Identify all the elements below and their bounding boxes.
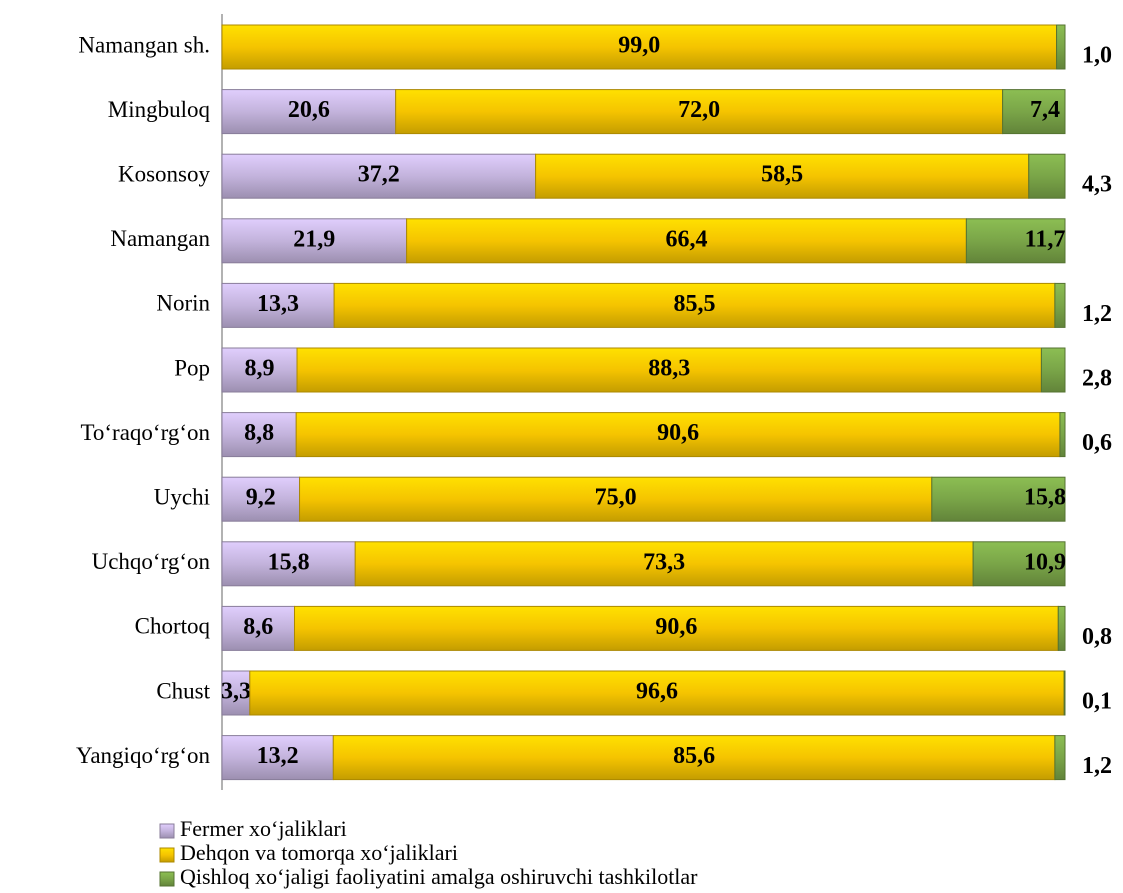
value-label: 3,3 bbox=[221, 679, 251, 705]
value-label: 13,3 bbox=[257, 291, 299, 317]
category-label: Chortoq bbox=[135, 614, 211, 639]
value-label: 58,5 bbox=[761, 162, 803, 188]
value-label: 90,6 bbox=[657, 420, 699, 446]
value-label: 0,8 bbox=[1082, 624, 1112, 650]
legend-swatch bbox=[159, 823, 175, 839]
category-label: Uychi bbox=[154, 484, 210, 509]
value-label: 15,8 bbox=[1024, 485, 1066, 511]
legend-label: Dehqon va tomorqa xo‘jaliklari bbox=[180, 840, 458, 865]
value-label: 1,2 bbox=[1082, 753, 1112, 779]
bar-segment bbox=[221, 282, 335, 328]
category-label: Uchqo‘rg‘on bbox=[92, 549, 211, 574]
value-label: 20,6 bbox=[288, 97, 330, 123]
bar-segment bbox=[1040, 347, 1066, 393]
category-label: Namangan bbox=[110, 226, 210, 251]
value-label: 0,1 bbox=[1082, 689, 1112, 715]
value-label: 75,0 bbox=[595, 485, 637, 511]
value-label: 1,2 bbox=[1082, 301, 1112, 327]
value-label: 7,4 bbox=[1030, 97, 1060, 123]
bar-segment bbox=[1056, 24, 1066, 70]
value-label: 90,6 bbox=[655, 614, 697, 640]
bar-segment bbox=[354, 541, 974, 587]
bar-segment bbox=[931, 476, 1066, 522]
bar-segment bbox=[1054, 735, 1066, 781]
value-label: 8,8 bbox=[244, 420, 274, 446]
bar-segment bbox=[965, 218, 1066, 264]
value-label: 85,5 bbox=[674, 291, 716, 317]
value-label: 0,6 bbox=[1082, 430, 1112, 456]
category-label: Norin bbox=[156, 291, 210, 316]
value-label: 13,2 bbox=[257, 743, 299, 769]
bar-segment bbox=[1057, 605, 1066, 651]
value-label: 4,3 bbox=[1082, 172, 1112, 198]
bar-segment bbox=[395, 89, 1004, 135]
bar-segment bbox=[1063, 670, 1066, 716]
value-label: 73,3 bbox=[643, 549, 685, 575]
category-label: Chust bbox=[156, 678, 210, 703]
value-label: 88,3 bbox=[648, 356, 690, 382]
bar-segment bbox=[293, 605, 1059, 651]
value-label: 10,9 bbox=[1024, 549, 1066, 575]
category-label: To‘raqo‘rg‘on bbox=[80, 420, 210, 445]
value-label: 2,8 bbox=[1082, 366, 1112, 392]
bar-segment bbox=[332, 735, 1056, 781]
category-label: Namangan sh. bbox=[78, 32, 210, 57]
bar-segment bbox=[333, 282, 1056, 328]
bar-segment bbox=[249, 670, 1065, 716]
bar-segment bbox=[221, 153, 537, 199]
bar-segment bbox=[221, 89, 397, 135]
legend-label: Qishloq xo‘jaligi faoliyatini amalga osh… bbox=[180, 864, 698, 889]
bar-segment bbox=[535, 153, 1030, 199]
value-label: 72,0 bbox=[678, 97, 720, 123]
bar-segment bbox=[1054, 282, 1066, 328]
value-label: 37,2 bbox=[358, 162, 400, 188]
value-label: 21,9 bbox=[293, 226, 335, 252]
value-label: 99,0 bbox=[618, 33, 660, 59]
bar-segment bbox=[221, 541, 356, 587]
category-label: Pop bbox=[174, 355, 210, 380]
bar-segment bbox=[221, 605, 295, 651]
legend-label: Fermer xo‘jaliklari bbox=[180, 816, 347, 841]
value-label: 96,6 bbox=[636, 679, 678, 705]
bar-segment bbox=[221, 347, 298, 393]
value-label: 11,7 bbox=[1025, 226, 1066, 252]
value-label: 8,6 bbox=[243, 614, 273, 640]
bar-segment bbox=[1002, 89, 1066, 135]
value-label: 9,2 bbox=[246, 485, 276, 511]
category-label: Yangiqo‘rg‘on bbox=[76, 743, 210, 768]
bar-segment bbox=[221, 24, 1058, 70]
category-label: Mingbuloq bbox=[108, 97, 211, 122]
value-label: 15,8 bbox=[268, 549, 310, 575]
bar-segment bbox=[296, 347, 1042, 393]
value-label: 1,0 bbox=[1082, 43, 1112, 69]
category-label: Kosonsoy bbox=[118, 161, 211, 186]
legend-swatch bbox=[159, 847, 175, 863]
bar-segment bbox=[972, 541, 1066, 587]
value-label: 85,6 bbox=[673, 743, 715, 769]
bar-segment bbox=[221, 412, 297, 458]
bar-segment bbox=[221, 735, 334, 781]
bar-segment bbox=[221, 670, 251, 716]
value-label: 8,9 bbox=[245, 356, 275, 382]
bar-segment bbox=[1059, 412, 1066, 458]
legend-swatch bbox=[159, 871, 175, 887]
bar-segment bbox=[1028, 153, 1066, 199]
value-label: 66,4 bbox=[665, 226, 707, 252]
